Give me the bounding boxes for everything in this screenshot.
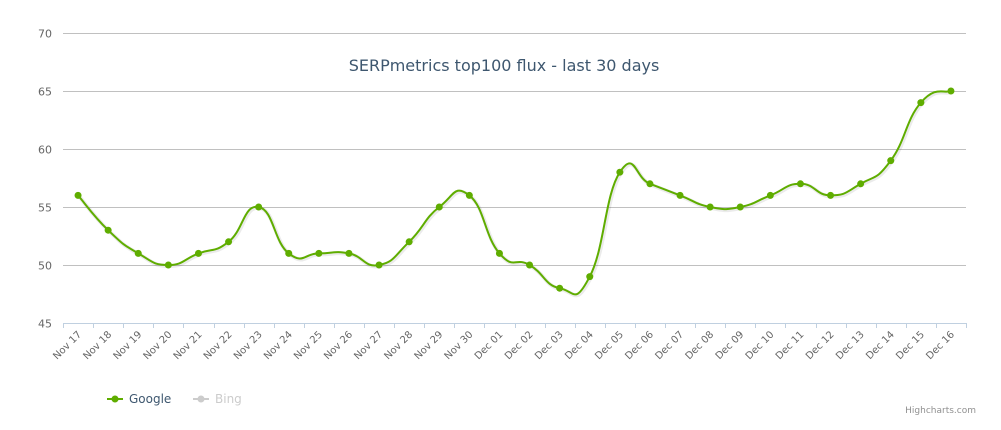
y-tick-label: 65: [38, 86, 52, 99]
legend-google-marker-icon: [111, 395, 119, 403]
data-point[interactable]: [255, 203, 263, 211]
credits-link[interactable]: Highcharts.com: [905, 406, 976, 416]
legend: Google Bing: [107, 392, 242, 406]
data-point[interactable]: [104, 226, 112, 234]
x-tick-label: Dec 08: [684, 329, 717, 362]
data-point[interactable]: [194, 249, 202, 257]
data-point[interactable]: [435, 203, 443, 211]
x-tick-label: Nov 24: [262, 329, 295, 362]
x-tick-label: Dec 11: [774, 329, 807, 362]
legend-bing-marker-icon: [197, 395, 205, 403]
data-point[interactable]: [164, 261, 172, 269]
x-tick-label: Dec 14: [864, 329, 897, 362]
series-google[interactable]: [74, 87, 955, 298]
data-point[interactable]: [676, 191, 684, 199]
data-point[interactable]: [556, 284, 564, 292]
x-tick-label: Dec 06: [623, 329, 656, 362]
x-tick-label: Nov 26: [322, 329, 355, 362]
x-tick-label: Dec 07: [653, 329, 686, 362]
x-tick-label: Dec 15: [894, 329, 927, 362]
data-point[interactable]: [526, 261, 534, 269]
x-tick-label: Nov 28: [382, 329, 415, 362]
x-tick-label: Nov 18: [81, 329, 114, 362]
legend-label-google: Google: [129, 392, 171, 406]
data-point[interactable]: [616, 168, 624, 176]
data-point[interactable]: [887, 157, 895, 165]
data-point[interactable]: [706, 203, 714, 211]
x-tick-label: Nov 27: [352, 329, 385, 362]
y-tick-label: 50: [38, 260, 52, 273]
data-point[interactable]: [646, 180, 654, 188]
chart-title: SERPmetrics top100 flux - last 30 days: [349, 56, 660, 75]
data-point[interactable]: [766, 191, 774, 199]
data-point[interactable]: [134, 249, 142, 257]
legend-item-google[interactable]: Google: [107, 392, 171, 406]
x-tick-label: Dec 02: [503, 329, 536, 362]
data-point[interactable]: [917, 99, 925, 107]
x-tick-label: Nov 25: [292, 329, 325, 362]
y-tick-label: 60: [38, 144, 52, 157]
data-point[interactable]: [495, 249, 503, 257]
data-point[interactable]: [74, 191, 82, 199]
data-point[interactable]: [225, 238, 233, 246]
legend-label-bing: Bing: [215, 392, 242, 406]
y-gridlines: [63, 33, 966, 266]
x-tick-label: Dec 05: [593, 329, 626, 362]
legend-item-bing[interactable]: Bing: [193, 392, 242, 406]
x-tick-label: Dec 09: [714, 329, 747, 362]
data-point[interactable]: [405, 238, 413, 246]
x-tick-label: Nov 22: [202, 329, 235, 362]
x-tick-label: Dec 16: [924, 329, 957, 362]
data-point[interactable]: [586, 273, 594, 281]
x-tick-label: Nov 30: [443, 329, 476, 362]
x-tick-label: Dec 12: [804, 329, 837, 362]
data-point[interactable]: [285, 249, 293, 257]
data-point[interactable]: [465, 191, 473, 199]
data-point[interactable]: [345, 249, 353, 257]
y-tick-label: 45: [38, 318, 52, 331]
x-tick-label: Nov 21: [172, 329, 205, 362]
x-tick-label: Nov 23: [232, 329, 265, 362]
data-point[interactable]: [315, 249, 323, 257]
y-tick-label: 55: [38, 202, 52, 215]
x-tick-label: Dec 01: [473, 329, 506, 362]
y-axis-labels: 45 50 55 60 65 70: [38, 28, 52, 331]
x-tick-label: Dec 04: [563, 329, 596, 362]
data-point[interactable]: [827, 191, 835, 199]
x-tick-label: Dec 13: [834, 329, 867, 362]
y-tick-label: 70: [38, 28, 52, 41]
x-tick-label: Nov 17: [51, 329, 84, 362]
data-point[interactable]: [857, 180, 865, 188]
x-tick-label: Nov 19: [112, 329, 145, 362]
data-point[interactable]: [947, 87, 955, 95]
x-tick-label: Dec 10: [744, 329, 777, 362]
x-tick-label: Nov 29: [413, 329, 446, 362]
x-tick-label: Nov 20: [142, 329, 175, 362]
data-point[interactable]: [736, 203, 744, 211]
x-tick-label: Dec 03: [533, 329, 566, 362]
data-point[interactable]: [375, 261, 383, 269]
data-point[interactable]: [796, 180, 804, 188]
